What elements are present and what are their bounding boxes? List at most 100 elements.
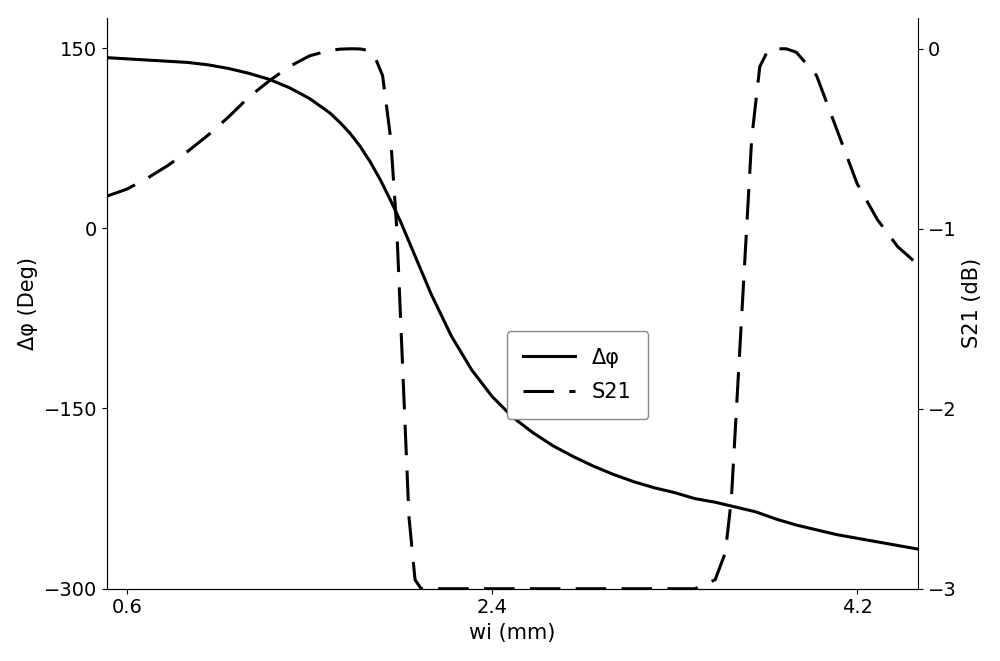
Δφ <box>425 290 437 298</box>
Δφ <box>669 488 681 496</box>
Δφ <box>375 176 387 184</box>
Y-axis label: S21 (dB): S21 (dB) <box>962 258 982 348</box>
S21 <box>762 46 774 54</box>
S21 <box>263 77 275 85</box>
Δφ <box>395 218 407 226</box>
Δφ <box>831 531 843 539</box>
Δφ <box>405 243 417 251</box>
S21 <box>709 576 721 584</box>
S21 <box>486 585 498 593</box>
S21 <box>385 135 397 143</box>
S21 <box>304 52 316 59</box>
Δφ <box>892 541 904 549</box>
Δφ <box>466 366 478 374</box>
Δφ <box>385 197 397 205</box>
Δφ <box>648 484 660 492</box>
Δφ <box>628 478 640 486</box>
Δφ <box>486 393 498 401</box>
S21 <box>360 46 372 54</box>
S21 <box>141 175 153 182</box>
Δφ <box>344 130 356 137</box>
Δφ <box>243 69 255 77</box>
S21 <box>871 215 883 223</box>
Δφ <box>760 512 772 520</box>
Δφ <box>527 428 539 436</box>
Δφ <box>567 453 579 461</box>
S21 <box>344 45 356 53</box>
Δφ <box>871 538 883 546</box>
Δφ <box>324 109 336 117</box>
S21 <box>377 71 389 79</box>
S21 <box>780 45 792 53</box>
Δφ <box>354 143 366 151</box>
Δφ <box>263 75 275 83</box>
Y-axis label: Δφ (Deg): Δφ (Deg) <box>18 257 38 350</box>
Δφ <box>202 61 214 69</box>
S21 <box>415 585 427 593</box>
S21 <box>403 513 415 521</box>
Legend: Δφ, S21: Δφ, S21 <box>507 331 648 419</box>
Δφ <box>811 526 823 534</box>
S21 <box>425 585 437 593</box>
Δφ <box>912 545 924 553</box>
S21 <box>851 180 863 188</box>
Δφ <box>770 515 782 523</box>
Δφ <box>729 503 741 511</box>
S21 <box>162 162 174 170</box>
Δφ <box>547 442 559 449</box>
S21 <box>892 243 904 251</box>
Δφ <box>222 65 234 73</box>
S21 <box>746 135 758 143</box>
Δφ <box>141 56 153 64</box>
Δφ <box>446 332 458 340</box>
Δφ <box>334 118 346 126</box>
S21 <box>725 494 737 502</box>
S21 <box>121 185 133 193</box>
S21 <box>101 192 113 200</box>
S21 <box>719 549 731 557</box>
S21 <box>754 63 766 71</box>
X-axis label: wi (mm): wi (mm) <box>469 623 556 643</box>
S21 <box>740 243 752 251</box>
S21 <box>182 147 194 155</box>
S21 <box>283 63 295 71</box>
Δφ <box>750 508 762 516</box>
S21 <box>770 45 782 53</box>
S21 <box>689 585 701 593</box>
Δφ <box>121 55 133 63</box>
Line: Δφ: Δφ <box>107 58 918 549</box>
Δφ <box>304 95 316 102</box>
S21 <box>391 225 403 233</box>
S21 <box>324 46 336 54</box>
S21 <box>648 585 660 593</box>
S21 <box>354 45 366 53</box>
S21 <box>811 71 823 79</box>
S21 <box>334 45 346 53</box>
S21 <box>243 93 255 101</box>
S21 <box>567 585 579 593</box>
Δφ <box>415 266 427 274</box>
Δφ <box>162 58 174 65</box>
S21 <box>446 585 458 593</box>
Δφ <box>283 84 295 92</box>
S21 <box>912 260 924 268</box>
Δφ <box>608 471 620 479</box>
Δφ <box>790 521 802 529</box>
Δφ <box>709 498 721 506</box>
S21 <box>397 369 409 377</box>
Δφ <box>506 413 518 421</box>
S21 <box>202 131 214 139</box>
Δφ <box>101 54 113 61</box>
S21 <box>222 113 234 121</box>
S21 <box>731 387 743 395</box>
Δφ <box>740 506 752 514</box>
Δφ <box>364 158 376 166</box>
Δφ <box>182 58 194 66</box>
S21 <box>368 52 380 59</box>
S21 <box>409 576 421 584</box>
Δφ <box>851 534 863 542</box>
Δφ <box>587 462 599 470</box>
S21 <box>790 48 802 56</box>
Δφ <box>689 494 701 502</box>
Line: S21: S21 <box>107 49 918 589</box>
